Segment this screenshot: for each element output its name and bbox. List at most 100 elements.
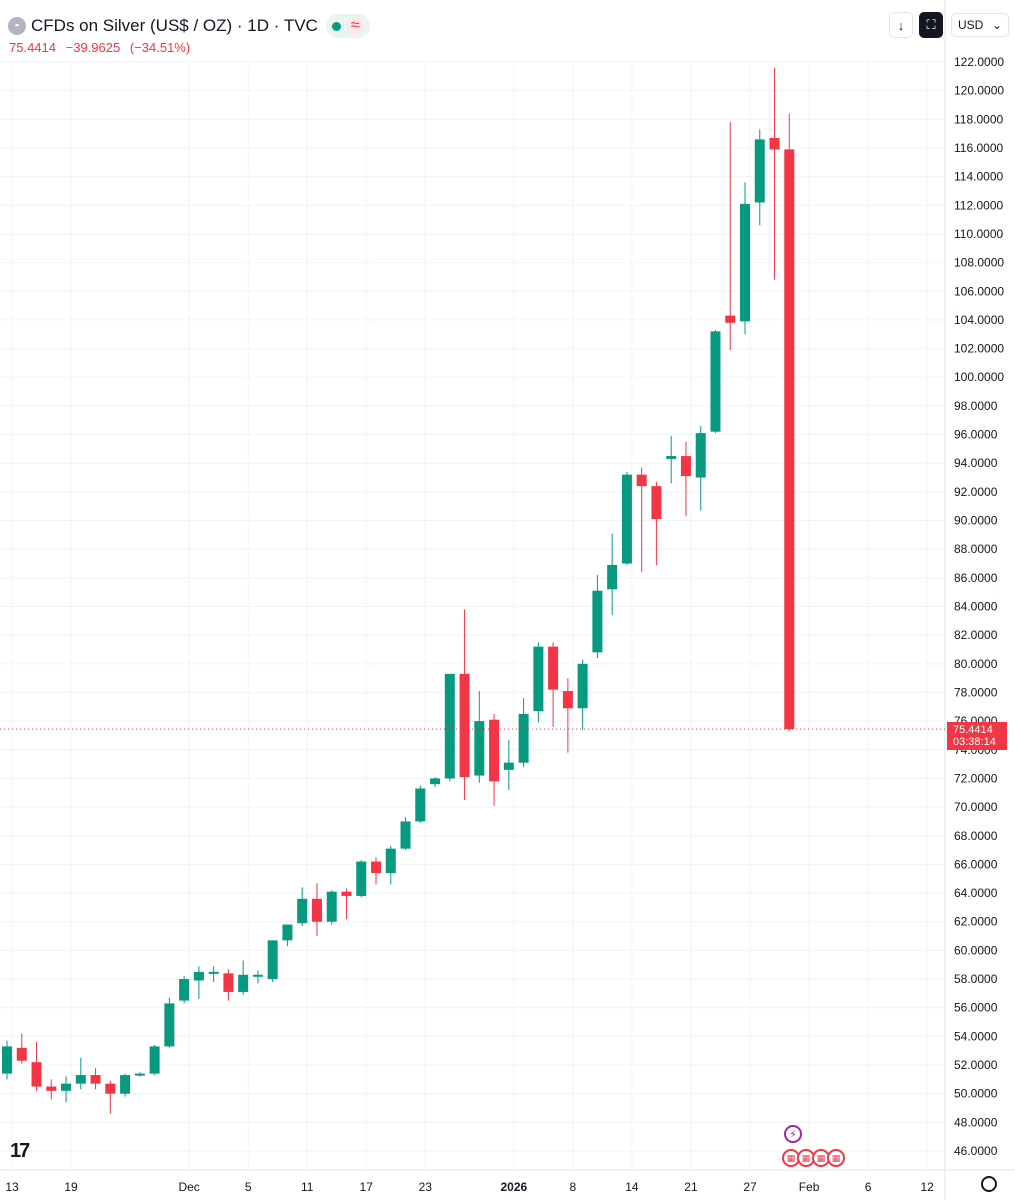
time-axis[interactable]: 13 19 Dec 5 11 17 23 2026 8 14 21 27 Feb 6 12 xyxy=(5,1180,934,1194)
candle xyxy=(134,1072,145,1077)
candle xyxy=(223,969,234,1001)
currency-select[interactable]: USD ⌄ xyxy=(951,13,1009,37)
candle xyxy=(297,887,308,927)
x-tick-label: 23 xyxy=(419,1180,433,1194)
silver-coin-icon: ◓ xyxy=(8,17,26,35)
y-tick-label: 122.0000 xyxy=(954,55,1004,69)
y-tick-label: 70.0000 xyxy=(954,800,998,814)
candle-body xyxy=(164,1003,175,1047)
candle xyxy=(385,845,396,885)
x-tick-label: 5 xyxy=(245,1180,252,1194)
candle-body xyxy=(134,1073,145,1076)
x-tick-label: 19 xyxy=(64,1180,78,1194)
tradingview-logo-icon[interactable]: 17 xyxy=(10,1140,30,1162)
candle xyxy=(710,329,721,434)
candle-body xyxy=(105,1083,116,1094)
candle xyxy=(179,976,190,1004)
y-tick-label: 114.0000 xyxy=(954,170,1003,184)
market-status[interactable]: ≈ xyxy=(325,14,370,38)
x-tick-label: 17 xyxy=(360,1180,374,1194)
candle-body xyxy=(562,691,573,709)
candle-body xyxy=(430,778,441,785)
settings-gear-icon[interactable] xyxy=(981,1176,997,1192)
candle xyxy=(371,857,381,885)
candle xyxy=(311,883,322,937)
candle-body xyxy=(90,1075,101,1084)
candle xyxy=(636,467,647,573)
x-tick-label: 27 xyxy=(743,1180,757,1194)
us-flag-icon[interactable]: ▦ xyxy=(827,1149,845,1167)
candle xyxy=(784,113,795,732)
candle-body xyxy=(311,898,322,922)
y-tick-label: 48.0000 xyxy=(954,1115,998,1129)
lightning-event-icon[interactable]: ⚡ xyxy=(784,1125,802,1143)
candle xyxy=(400,817,411,851)
y-tick-label: 120.0000 xyxy=(954,84,1004,98)
candle xyxy=(75,1057,86,1090)
x-tick-label: 14 xyxy=(625,1180,639,1194)
x-tick-label: Feb xyxy=(799,1180,820,1194)
y-tick-label: 112.0000 xyxy=(954,198,1003,212)
candle xyxy=(208,966,219,982)
market-open-dot-icon xyxy=(331,21,341,31)
candle xyxy=(533,642,544,723)
candle xyxy=(415,785,426,823)
candle xyxy=(592,574,603,659)
symbol-title[interactable]: CFDs on Silver (US$ / OZ) · 1D · TVC xyxy=(31,16,318,35)
x-tick-label: 13 xyxy=(5,1180,19,1194)
candle xyxy=(607,533,618,616)
fullscreen-button[interactable]: ⛶ xyxy=(919,12,943,38)
candle-body xyxy=(459,673,470,778)
candle-body xyxy=(754,139,765,203)
candle-body xyxy=(400,821,411,849)
candle xyxy=(326,890,337,925)
candle xyxy=(474,691,485,783)
candle-body xyxy=(518,713,529,763)
candle-body xyxy=(208,971,219,974)
candle-body xyxy=(326,891,337,922)
economic-events: ▦ ▦ ▦ ▦ xyxy=(782,1149,845,1167)
candle-body xyxy=(489,719,500,782)
candle xyxy=(430,777,441,788)
candle xyxy=(90,1067,101,1090)
y-tick-label: 94.0000 xyxy=(954,456,998,470)
last-price-label: 75.4414 03:38:14 xyxy=(947,722,1007,750)
candle xyxy=(105,1080,116,1114)
candle xyxy=(149,1044,160,1076)
price-axis[interactable]: 122.0000 120.0000 118.0000 116.0000 114.0000… xyxy=(954,55,1004,1158)
y-tick-label: 72.0000 xyxy=(954,771,998,785)
candle-body xyxy=(666,456,677,459)
candle-body xyxy=(695,433,706,478)
last-price-label-value: 75.4414 xyxy=(953,724,993,736)
last-price: 75.4414 xyxy=(9,40,56,55)
candle xyxy=(444,673,455,782)
candle-body xyxy=(297,898,308,924)
candle xyxy=(459,609,470,800)
y-tick-label: 82.0000 xyxy=(954,628,998,642)
y-tick-label: 60.0000 xyxy=(954,943,998,957)
candle-body xyxy=(371,861,381,874)
y-tick-label: 66.0000 xyxy=(954,857,998,871)
x-tick-label: 2026 xyxy=(500,1180,527,1194)
candle xyxy=(193,966,204,1000)
y-tick-label: 62.0000 xyxy=(954,915,998,929)
y-tick-label: 96.0000 xyxy=(954,428,998,442)
candle-body xyxy=(149,1046,160,1074)
candle-body xyxy=(120,1075,131,1094)
candle xyxy=(356,860,367,898)
candle-body xyxy=(385,848,396,874)
y-tick-label: 110.0000 xyxy=(954,227,1003,241)
candle xyxy=(61,1076,72,1103)
scroll-down-button[interactable]: ↓ xyxy=(889,12,913,38)
candle-body xyxy=(267,940,278,980)
x-tick-label: 11 xyxy=(301,1180,314,1194)
candle xyxy=(503,739,514,790)
candle-body xyxy=(725,315,736,323)
candle-body xyxy=(444,673,455,779)
y-tick-label: 54.0000 xyxy=(954,1029,998,1043)
x-tick-label: 12 xyxy=(920,1180,934,1194)
candle-body xyxy=(740,203,750,322)
candle xyxy=(164,997,175,1048)
